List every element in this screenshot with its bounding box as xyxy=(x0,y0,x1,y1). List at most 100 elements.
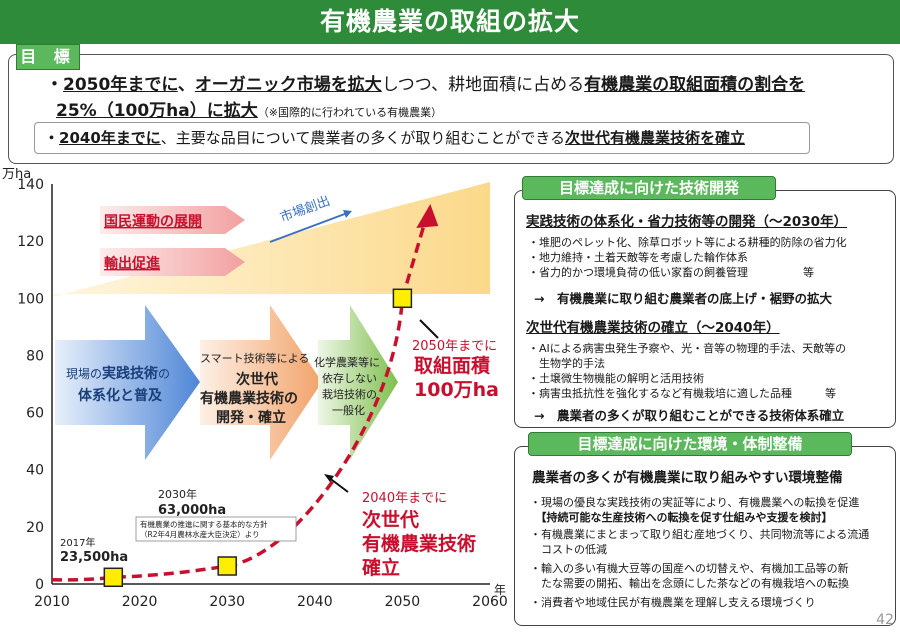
y-axis-unit: 万ha xyxy=(2,167,31,182)
env-item: ・現場の優良な実践技術の実証等により、有機農業への転換を促進 xyxy=(530,496,860,509)
growth-curve-arrowhead xyxy=(416,204,439,228)
p2030-note-2: （R2年4月農林水産大臣決定）より xyxy=(140,529,260,539)
goal-text: しつつ、耕地面積に占める xyxy=(381,75,585,95)
arrow2-text-a: スマート技術等による xyxy=(200,351,309,365)
p2017-value: 23,500ha xyxy=(60,550,128,565)
callout-2040-arrowhead xyxy=(324,474,334,482)
y-tick-label: 140 xyxy=(17,177,44,193)
goal-2040-deadline: 2040年までに xyxy=(59,129,161,147)
arrow-practical-tech xyxy=(55,305,200,460)
arrow3-text-d: 一般化 xyxy=(332,403,365,417)
goal2040-d: 確立 xyxy=(362,556,400,579)
x-ticks: 2010 2020 2030 2040 2050 2060 xyxy=(34,594,508,610)
goal-line-1: ・2050年までに、オーガニック市場を拡大しつつ、耕地面積に占める有機農業の取組… xyxy=(46,70,805,95)
arrow3-text-a: 化学農薬等に xyxy=(314,355,380,369)
data-points xyxy=(103,288,413,588)
arrow3-text-c: 栽培技術の xyxy=(322,387,377,401)
growth-curve xyxy=(51,223,426,582)
goal-2040-box xyxy=(34,122,810,154)
goal-next-gen-tech: 次世代有機農業技術を確立 xyxy=(565,129,746,147)
tech-sec2-item: ・病害虫抵抗性を強化するなど有機栽培に適した品種 等 xyxy=(528,387,836,400)
goal-organic-market: オーガニック市場を拡大 xyxy=(194,75,382,95)
tech-panel-header: 目標達成に向けた技術開発 xyxy=(522,176,776,200)
env-item-emphasis: 【持続可能な生産技術への転換を促す仕組みや支援を検討】 xyxy=(530,511,833,524)
arrow-general-tech xyxy=(318,305,398,460)
goal2050-a: 2050年までに xyxy=(412,339,497,354)
market-arrow-head xyxy=(343,210,352,218)
data-point-2030 xyxy=(217,556,237,576)
callout-2050-pointer xyxy=(419,319,439,339)
y-tick-label: 0 xyxy=(35,577,44,593)
market-band xyxy=(52,182,490,297)
p2030-value: 63,000ha xyxy=(158,503,226,518)
y-tick-label: 40 xyxy=(26,463,44,479)
env-sec-title: 農業者の多くが有機農業に取り組みやすい環境整備 xyxy=(532,470,843,486)
market-arrow xyxy=(269,211,351,243)
data-point-2017 xyxy=(103,567,124,588)
arrow2-text-b: 次世代 xyxy=(236,371,278,388)
env-item: ・輸入の多い有機大豆等の国産への切替えや、有機加工品等の新 xyxy=(530,562,849,575)
env-item: ・消費者や地域住民が有機農業を理解し支える環境づくり xyxy=(530,596,816,609)
y-tick-label: 120 xyxy=(17,234,44,250)
organic-area-chart: 市場創出 国民運動の展開 輸出促進 現場の実践技術の 体系化と普及 スマート技術… xyxy=(2,167,508,610)
y-tick-label: 20 xyxy=(26,520,44,536)
band-national-movement xyxy=(100,206,245,234)
data-point-2050 xyxy=(392,288,413,309)
p2030-note-1: 有機農業の推進に関する基本的な方針 xyxy=(140,519,268,529)
x-tick-label: 2060 xyxy=(472,594,508,610)
goal-area-ratio: 有機農業の取組面積の割合を xyxy=(584,75,806,95)
arrow2-text-d: 開発・確立 xyxy=(216,409,286,426)
arrow1-text-a: 現場の実践技術の xyxy=(66,365,170,382)
goal-text: 、主要な品目について農業者の多くが取り組むことができる xyxy=(160,129,566,147)
tech-sec1-title: 実践技術の体系化・省力技術等の開発（～2030年） xyxy=(526,214,848,230)
tech-sec2-item: ・AIによる病害虫発生予察や、光・音等の物理的手法、天敵等の xyxy=(528,342,847,355)
x-tick-label: 2030 xyxy=(209,594,245,610)
p2030-year: 2030年 xyxy=(158,487,197,501)
x-axis-unit: 年 xyxy=(494,583,506,597)
page-number: 42 xyxy=(876,612,894,628)
env-item: ・有機農業にまとまって取り組む産地づくり、共同物流等による流通 xyxy=(530,528,870,541)
band-national-movement-label: 国民運動の展開 xyxy=(104,213,202,230)
tech-sec2-item: ・土壌微生物機能の解明と活用技術 xyxy=(528,372,704,385)
env-panel-header: 目標達成に向けた環境・体制整備 xyxy=(528,432,852,456)
goal2050-c: 100万ha xyxy=(414,379,499,401)
y-tick-label: 80 xyxy=(26,348,44,364)
y-ticks: 0 20 40 60 80 100 120 140 xyxy=(17,177,44,593)
tech-sec1-item: ・堆肥のペレット化、除草ロボット等による耕種的防除の省力化 xyxy=(528,236,847,249)
arrow3-text-b: 依存しない xyxy=(322,371,377,385)
arrow2-text-c: 有機農業技術の xyxy=(200,390,298,407)
goal-box xyxy=(8,54,894,164)
goal-note: （※国際的に行われている有機農業） xyxy=(257,106,443,119)
tech-sec1-result: → 有機農業に取り組む農業者の底上げ・裾野の拡大 xyxy=(534,291,832,306)
goal-line-2: 25%（100万ha）に拡大（※国際的に行われている有機農業） xyxy=(56,96,442,121)
tech-sec2-result: → 農業者の多くが取り組むことができる技術体系確立 xyxy=(534,408,845,423)
p2017-year: 2017年 xyxy=(60,536,95,549)
tech-panel xyxy=(514,190,896,428)
x-tick-label: 2040 xyxy=(297,594,333,610)
goal2040-a: 2040年までに xyxy=(362,491,447,506)
goal2040-c: 有機農業技術 xyxy=(362,532,476,555)
x-tick-label: 2050 xyxy=(385,594,421,610)
arrow-smart-tech xyxy=(200,305,322,460)
goal2050-b: 取組面積 xyxy=(414,354,490,377)
env-item: コストの低減 xyxy=(530,543,607,556)
tech-sec1-item: ・地力維持・土着天敵等を考慮した輪作体系 xyxy=(528,251,748,264)
page-title: 有機農業の取組の拡大 xyxy=(319,7,580,36)
title-bar xyxy=(0,0,900,44)
tech-sec1-item: ・省力的かつ環境負荷の低い家畜の飼養管理 等 xyxy=(528,266,814,279)
goal2040-b: 次世代 xyxy=(362,508,419,531)
goal-2050-deadline: 2050年までに xyxy=(63,75,178,95)
arrow1-text-d: 体系化と普及 xyxy=(78,387,163,404)
env-item: たな需要の開拓、輸出を念頭にした茶などの有機栽培への転換 xyxy=(530,577,849,590)
goal-25-percent: 25%（100万ha）に拡大 xyxy=(56,101,258,121)
band-export xyxy=(100,248,245,276)
tech-sec2-item: 生物学的手法 xyxy=(528,357,605,370)
y-tick-label: 60 xyxy=(26,406,44,422)
tech-sec2-title: 次世代有機農業技術の確立（～2040年） xyxy=(526,320,780,336)
y-tick-label: 100 xyxy=(17,291,44,307)
x-tick-label: 2010 xyxy=(34,594,70,610)
env-panel xyxy=(514,446,896,626)
bullet: ・ xyxy=(46,75,63,95)
goal-label: 目 標 xyxy=(16,44,80,70)
x-tick-label: 2020 xyxy=(122,594,158,610)
